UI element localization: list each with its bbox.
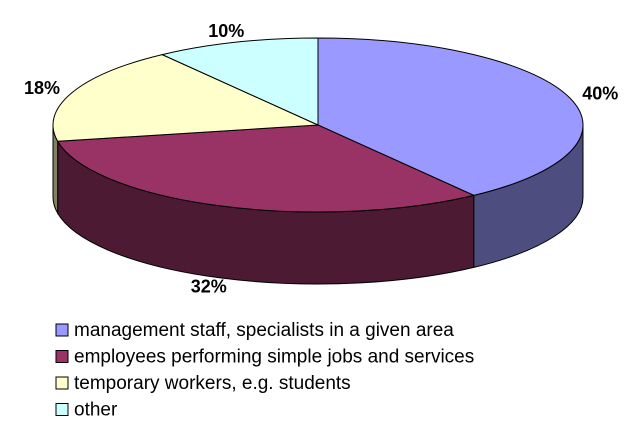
legend-label: employees performing simple jobs and ser… bbox=[74, 347, 474, 368]
legend-label: management staff, specialists in a given… bbox=[74, 320, 454, 341]
legend-swatch bbox=[55, 323, 69, 337]
slice bbox=[317, 37, 584, 196]
data-label: 32% bbox=[191, 276, 227, 296]
slice bbox=[52, 54, 319, 142]
legend-label: other bbox=[74, 400, 118, 421]
legend-swatch bbox=[55, 350, 69, 363]
legend-label: temporary workers, e.g. students bbox=[74, 373, 351, 394]
data-label: 40% bbox=[582, 84, 618, 104]
legend-swatch bbox=[55, 403, 69, 416]
legend-swatch bbox=[55, 376, 69, 390]
data-label: 10% bbox=[208, 21, 244, 41]
data-label: 18% bbox=[24, 78, 60, 98]
slice bbox=[56, 124, 476, 213]
slice bbox=[160, 37, 319, 126]
